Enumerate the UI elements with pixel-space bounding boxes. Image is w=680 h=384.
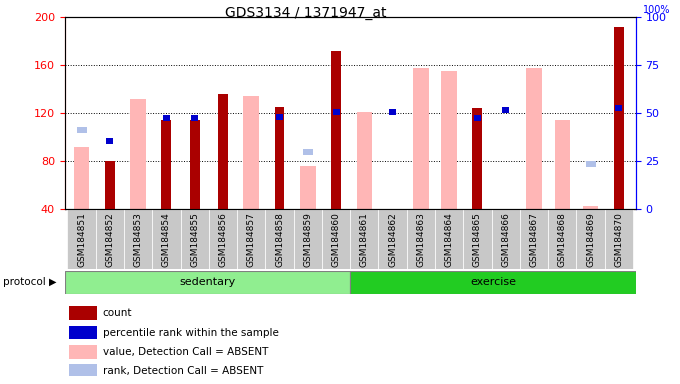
Text: GSM184870: GSM184870 xyxy=(614,212,624,267)
Bar xyxy=(303,149,313,155)
Bar xyxy=(441,71,457,209)
Bar xyxy=(161,121,171,209)
Bar xyxy=(209,209,237,269)
Bar xyxy=(473,109,482,209)
Bar xyxy=(331,51,341,209)
Bar xyxy=(379,209,407,269)
Text: GSM184866: GSM184866 xyxy=(501,212,510,267)
Bar xyxy=(356,112,372,209)
Bar xyxy=(520,209,548,269)
Text: GSM184864: GSM184864 xyxy=(445,212,454,267)
Text: GSM184865: GSM184865 xyxy=(473,212,482,267)
Text: GSM184855: GSM184855 xyxy=(190,212,199,267)
Bar xyxy=(218,94,228,209)
Bar xyxy=(69,326,97,339)
Text: value, Detection Call = ABSENT: value, Detection Call = ABSENT xyxy=(103,347,268,357)
Bar xyxy=(65,271,350,294)
Bar xyxy=(67,209,96,269)
Bar xyxy=(350,271,636,294)
Bar xyxy=(407,209,435,269)
Bar xyxy=(526,68,542,209)
Bar xyxy=(350,209,379,269)
Bar xyxy=(554,121,570,209)
Text: GDS3134 / 1371947_at: GDS3134 / 1371947_at xyxy=(225,6,387,20)
Bar xyxy=(237,209,265,269)
Text: ▶: ▶ xyxy=(49,277,56,287)
Text: 100%: 100% xyxy=(643,5,670,15)
Bar xyxy=(583,206,598,209)
Bar xyxy=(585,161,596,167)
Bar xyxy=(105,161,115,209)
Bar xyxy=(243,96,259,209)
Bar xyxy=(548,209,577,269)
Text: GSM184860: GSM184860 xyxy=(332,212,341,267)
Text: protocol: protocol xyxy=(3,277,46,287)
Text: exercise: exercise xyxy=(470,277,516,287)
Bar xyxy=(322,209,350,269)
Text: GSM184868: GSM184868 xyxy=(558,212,566,267)
Bar xyxy=(492,209,520,269)
Bar xyxy=(577,209,605,269)
Bar xyxy=(74,147,89,209)
Bar xyxy=(69,306,97,320)
Bar xyxy=(96,209,124,269)
Text: GSM184856: GSM184856 xyxy=(218,212,227,267)
Bar xyxy=(333,109,339,115)
Bar xyxy=(294,209,322,269)
Bar xyxy=(131,99,146,209)
Bar xyxy=(265,209,294,269)
Bar xyxy=(69,345,97,359)
Bar xyxy=(152,209,180,269)
Bar xyxy=(615,106,622,111)
Bar xyxy=(389,109,396,115)
Text: GSM184869: GSM184869 xyxy=(586,212,595,267)
Bar xyxy=(463,209,492,269)
Text: GSM184853: GSM184853 xyxy=(134,212,143,267)
Text: rank, Detection Call = ABSENT: rank, Detection Call = ABSENT xyxy=(103,366,263,376)
Text: GSM184859: GSM184859 xyxy=(303,212,312,267)
Text: sedentary: sedentary xyxy=(180,277,235,287)
Bar xyxy=(124,209,152,269)
Text: GSM184863: GSM184863 xyxy=(416,212,426,267)
Bar xyxy=(190,121,200,209)
Text: GSM184857: GSM184857 xyxy=(247,212,256,267)
Bar xyxy=(191,115,198,121)
Text: GSM184861: GSM184861 xyxy=(360,212,369,267)
Text: GSM184862: GSM184862 xyxy=(388,212,397,267)
Bar xyxy=(276,114,283,120)
Text: GSM184851: GSM184851 xyxy=(77,212,86,267)
Text: GSM184867: GSM184867 xyxy=(530,212,539,267)
Text: GSM184852: GSM184852 xyxy=(105,212,114,267)
Bar xyxy=(435,209,463,269)
Bar xyxy=(275,107,284,209)
Bar xyxy=(77,127,86,133)
Text: GSM184854: GSM184854 xyxy=(162,212,171,267)
Bar xyxy=(503,107,509,113)
Bar xyxy=(605,209,633,269)
Bar xyxy=(474,115,481,121)
Bar xyxy=(180,209,209,269)
Bar xyxy=(163,115,170,121)
Bar xyxy=(106,138,114,144)
Bar xyxy=(614,27,624,209)
Bar xyxy=(69,364,97,378)
Text: percentile rank within the sample: percentile rank within the sample xyxy=(103,328,278,338)
Bar xyxy=(300,166,316,209)
Bar xyxy=(413,68,428,209)
Text: count: count xyxy=(103,308,132,318)
Text: GSM184858: GSM184858 xyxy=(275,212,284,267)
